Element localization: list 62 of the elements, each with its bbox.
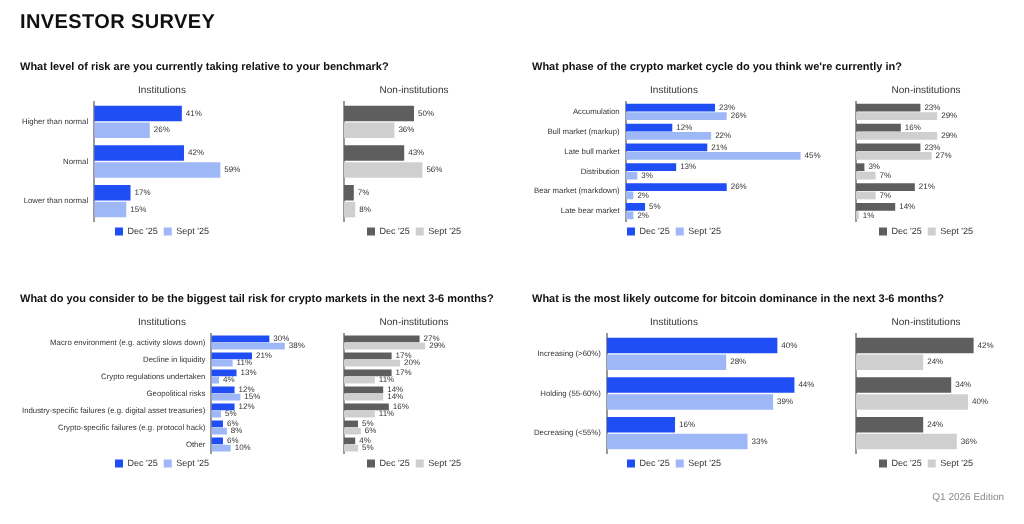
bar	[344, 105, 414, 122]
bar	[94, 122, 150, 139]
bar	[625, 163, 677, 172]
bar	[94, 162, 221, 178]
bar	[606, 416, 676, 433]
bar	[211, 342, 285, 350]
bar	[856, 337, 974, 354]
bar	[344, 420, 358, 428]
bar	[856, 394, 968, 410]
bar	[625, 103, 716, 112]
bar	[344, 410, 375, 418]
bar	[94, 201, 127, 218]
bar	[625, 183, 727, 191]
bar	[344, 444, 358, 452]
bar	[344, 184, 354, 201]
bar	[606, 433, 748, 450]
bar	[856, 143, 921, 152]
bar	[344, 342, 426, 350]
bar	[856, 163, 865, 172]
bar	[344, 369, 392, 377]
bar	[856, 171, 876, 180]
bar	[344, 145, 405, 161]
bar	[606, 377, 795, 393]
bar	[856, 112, 938, 121]
bar	[856, 103, 921, 112]
bar	[344, 335, 420, 343]
bar	[344, 162, 423, 178]
bar	[856, 433, 957, 450]
bar	[856, 191, 876, 200]
bar	[344, 403, 389, 411]
bar	[94, 145, 184, 161]
bar	[344, 359, 400, 367]
bar	[625, 202, 646, 211]
bar	[625, 151, 801, 160]
bar	[94, 105, 182, 122]
bar	[606, 354, 727, 371]
bar	[625, 112, 727, 121]
bar	[344, 376, 375, 384]
bar	[94, 184, 131, 201]
text: INVESTOR SURVEY	[20, 12, 216, 34]
bar	[344, 122, 395, 139]
bar	[211, 403, 235, 411]
bar	[211, 386, 235, 394]
bar	[856, 416, 924, 433]
bar	[625, 211, 634, 220]
bar	[625, 171, 638, 180]
bar	[856, 183, 915, 191]
bar	[344, 393, 384, 401]
bar	[856, 202, 896, 211]
bar	[856, 151, 932, 160]
bar	[625, 143, 708, 152]
bar	[856, 132, 938, 140]
bar	[856, 354, 924, 371]
bar	[344, 427, 361, 435]
bar	[344, 201, 356, 218]
bar	[606, 394, 774, 410]
bar	[344, 352, 392, 360]
bar	[856, 123, 901, 132]
bar	[344, 386, 384, 394]
bar	[856, 377, 952, 393]
bar	[606, 337, 778, 354]
bar	[625, 132, 712, 140]
